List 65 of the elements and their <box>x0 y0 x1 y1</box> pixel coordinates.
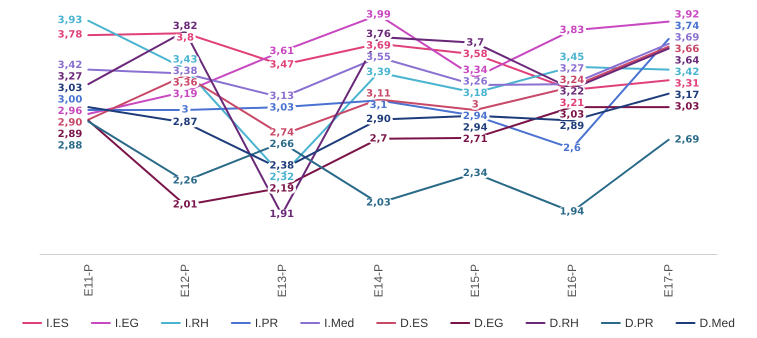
data-label: 3,64 <box>674 56 700 67</box>
legend-label: D.ES <box>400 316 428 330</box>
legend-label: D.PR <box>624 316 654 330</box>
data-label: 3,78 <box>58 30 82 41</box>
data-label: 2,88 <box>58 140 82 152</box>
data-label: 3,19 <box>172 89 198 100</box>
data-label: 3,31 <box>674 78 700 90</box>
data-label: 3,27 <box>560 64 584 75</box>
legend-label: D.RH <box>550 316 579 330</box>
legend-label: I.PR <box>254 316 278 330</box>
data-label: 1,91 <box>269 209 294 220</box>
x-tick-label: E17-P <box>662 264 676 298</box>
data-label: 3,74 <box>674 21 700 32</box>
data-label: 3,8 <box>176 32 194 44</box>
data-label: 3,00 <box>58 94 82 106</box>
data-label: 2,96 <box>58 106 82 118</box>
data-label: 3,42 <box>674 67 700 78</box>
data-label: 3,03 <box>58 83 82 94</box>
data-label: 3,03 <box>560 110 584 121</box>
data-label: 2,71 <box>462 134 488 145</box>
data-label: 3,69 <box>674 32 700 44</box>
data-label: 3,27 <box>58 72 82 83</box>
legend-label: I.EG <box>114 316 139 330</box>
data-label: 3,66 <box>674 44 700 56</box>
data-label: 2,32 <box>269 172 294 184</box>
data-label: 2,74 <box>269 128 294 139</box>
x-tick-label: E11-P <box>81 264 96 296</box>
data-label: 3,21 <box>560 98 584 110</box>
data-label: 3,34 <box>462 64 488 76</box>
data-label: 3,43 <box>172 54 198 66</box>
data-label: 2,90 <box>58 118 82 129</box>
data-label: 3,45 <box>560 52 584 64</box>
data-label: 3,93 <box>58 15 82 26</box>
data-label: 2,89 <box>58 129 82 140</box>
data-label: 3,38 <box>172 66 198 78</box>
data-label: 2,69 <box>674 134 700 146</box>
data-label: 3 <box>182 104 189 116</box>
data-label: 3,42 <box>58 60 82 72</box>
data-label: 3,92 <box>674 10 700 21</box>
data-label: 3,36 <box>172 78 198 89</box>
data-label: 3,82 <box>172 20 198 32</box>
data-label: 3,11 <box>366 88 391 100</box>
data-label: 3,22 <box>560 86 584 98</box>
legend-label: I.RH <box>184 316 209 330</box>
data-label: 2,94 <box>462 122 488 134</box>
data-label: 2,38 <box>269 160 294 172</box>
data-label: 3,76 <box>366 29 391 40</box>
legend-label: I.Med <box>324 316 354 330</box>
legend-label: I.ES <box>46 316 69 330</box>
x-tick-label: E12-P <box>178 264 192 298</box>
data-label: 2,66 <box>269 139 294 150</box>
x-tick-label: E13-P <box>274 264 289 298</box>
data-label: 2,89 <box>560 121 584 132</box>
data-label: 3,17 <box>674 90 700 102</box>
data-label: 3,1 <box>370 100 388 112</box>
data-label: 3 <box>472 99 479 110</box>
legend-label: D.Med <box>700 316 735 330</box>
data-label: 3,03 <box>674 102 700 113</box>
data-label: 3,69 <box>366 40 391 52</box>
data-label: 3,24 <box>560 75 584 86</box>
x-tick-label: E15-P <box>468 264 482 298</box>
legend-label: D.EG <box>474 316 504 330</box>
x-tick-label: E16-P <box>564 264 579 298</box>
data-label: 3,26 <box>462 76 488 88</box>
x-tick-label: E14-P <box>372 264 386 298</box>
